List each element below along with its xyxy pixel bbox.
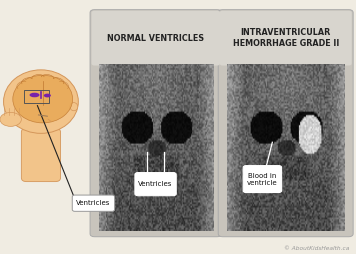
- Text: © AboutKidsHealth.ca: © AboutKidsHealth.ca: [283, 246, 349, 251]
- Text: Ventricles: Ventricles: [138, 181, 173, 187]
- FancyBboxPatch shape: [220, 11, 352, 66]
- Text: Ventricles: Ventricles: [76, 200, 111, 206]
- FancyBboxPatch shape: [243, 166, 282, 193]
- FancyBboxPatch shape: [91, 11, 220, 66]
- FancyBboxPatch shape: [135, 173, 176, 196]
- FancyBboxPatch shape: [90, 10, 221, 237]
- Text: Blood in
ventricle: Blood in ventricle: [247, 172, 278, 186]
- FancyBboxPatch shape: [218, 10, 353, 237]
- Text: INTRAVENTRICULAR
HEMORRHAGE GRADE II: INTRAVENTRICULAR HEMORRHAGE GRADE II: [232, 28, 339, 48]
- Ellipse shape: [4, 70, 78, 133]
- Ellipse shape: [44, 93, 51, 97]
- Ellipse shape: [30, 93, 40, 97]
- FancyBboxPatch shape: [72, 195, 115, 211]
- FancyBboxPatch shape: [21, 128, 61, 182]
- Ellipse shape: [13, 75, 73, 123]
- Bar: [24, 90, 49, 103]
- Ellipse shape: [70, 103, 78, 111]
- Text: NORMAL VENTRICLES: NORMAL VENTRICLES: [107, 34, 204, 43]
- Ellipse shape: [0, 112, 21, 126]
